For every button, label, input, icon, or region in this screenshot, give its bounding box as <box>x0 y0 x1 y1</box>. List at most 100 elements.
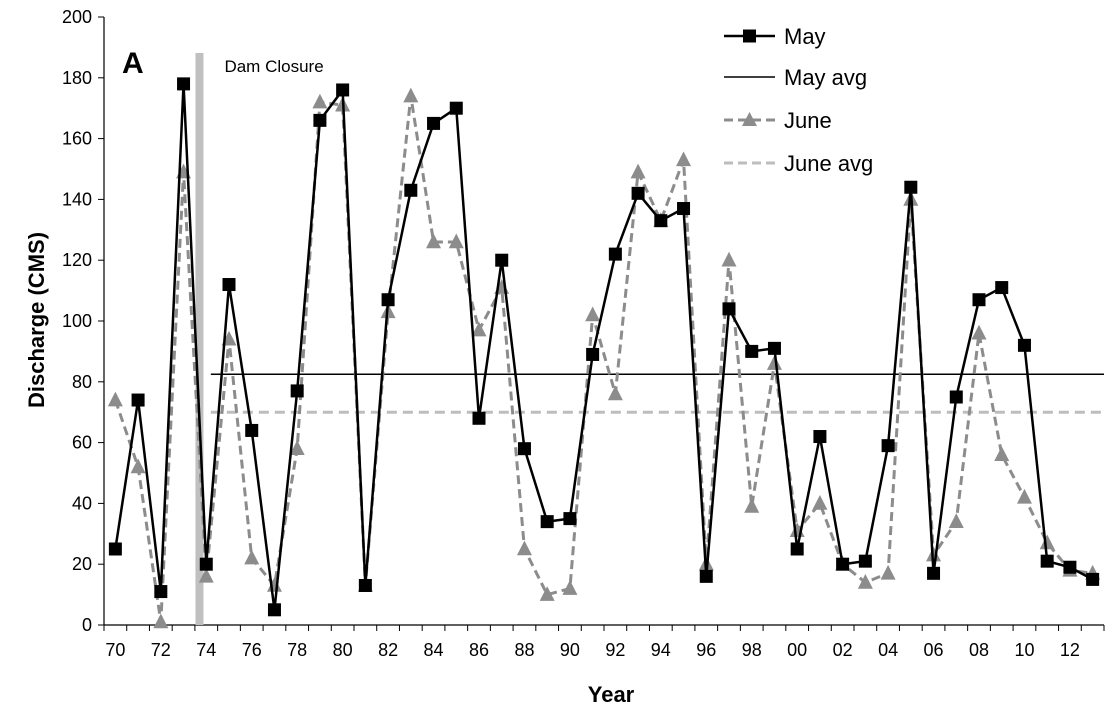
data-point-may <box>836 557 850 571</box>
x-tick-label: 74 <box>196 640 216 660</box>
y-tick-label: 120 <box>62 250 92 270</box>
annotations: Dam Closure <box>195 53 324 625</box>
data-point-june <box>676 151 692 167</box>
data-point-may <box>131 393 145 407</box>
data-point-june <box>857 574 873 589</box>
x-tick-label: 92 <box>605 640 625 660</box>
data-point-june <box>289 440 305 455</box>
x-tick-label: 88 <box>514 640 534 660</box>
legend-marker <box>742 112 757 126</box>
data-point-june <box>971 324 987 340</box>
data-point-may <box>995 281 1009 295</box>
data-point-may <box>267 603 281 617</box>
axes <box>98 16 1105 631</box>
x-tick-label: 90 <box>560 640 580 660</box>
data-point-june <box>1039 534 1055 550</box>
data-point-may <box>177 77 191 91</box>
x-tick-label: 10 <box>1014 640 1034 660</box>
data-point-may <box>608 247 622 261</box>
x-tick-label: 94 <box>651 640 671 660</box>
data-point-may <box>767 341 781 355</box>
data-point-june <box>516 540 532 556</box>
data-point-may <box>154 585 168 599</box>
legend-marker <box>743 29 756 43</box>
x-tick-label: 78 <box>287 640 307 660</box>
data-point-june <box>766 355 782 370</box>
x-tick-label: 86 <box>469 640 489 660</box>
data-point-may <box>495 253 509 267</box>
x-tick-label: 06 <box>924 640 944 660</box>
x-tick-label: 00 <box>787 640 807 660</box>
data-point-may <box>972 293 986 307</box>
x-tick-label: 08 <box>969 640 989 660</box>
data-point-june <box>562 580 578 595</box>
data-point-may <box>745 344 759 358</box>
data-point-may <box>722 302 736 316</box>
x-tick-label: 80 <box>333 640 353 660</box>
data-point-may <box>1086 572 1100 586</box>
x-tick-label: 84 <box>424 640 444 660</box>
x-tick-label: 98 <box>742 640 762 660</box>
y-tick-label: 180 <box>62 68 92 88</box>
data-series <box>107 77 1101 629</box>
legend-label: June avg <box>784 151 873 176</box>
legend: May May avg June June avg <box>724 24 873 176</box>
data-point-may <box>222 278 236 292</box>
y-tick-label: 160 <box>62 129 92 149</box>
data-point-may <box>563 512 577 526</box>
x-tick-label: 12 <box>1060 640 1080 660</box>
data-point-may <box>199 557 213 571</box>
data-point-june <box>448 233 464 249</box>
data-point-june <box>1016 488 1032 504</box>
data-point-may <box>427 116 441 130</box>
data-point-june <box>244 549 260 565</box>
data-point-june <box>403 87 419 103</box>
data-point-may <box>927 566 941 580</box>
data-point-june <box>312 93 328 109</box>
data-point-may <box>813 430 827 444</box>
y-axis-title: Discharge (CMS) <box>24 232 49 408</box>
data-point-may <box>245 423 259 437</box>
data-point-june <box>630 163 646 179</box>
data-point-may <box>699 569 713 583</box>
data-point-june <box>153 613 169 629</box>
reference-lines <box>210 373 1104 414</box>
legend-label: May <box>784 24 826 49</box>
panel-label: A <box>122 47 144 80</box>
data-point-june <box>607 385 623 401</box>
data-point-may <box>517 442 531 456</box>
data-point-may <box>358 578 372 592</box>
x-tick-label: 82 <box>378 640 398 660</box>
x-tick-label: 96 <box>696 640 716 660</box>
data-point-june <box>744 498 760 513</box>
data-point-may <box>404 183 418 197</box>
data-point-may <box>336 83 350 97</box>
x-tick-label: 04 <box>878 640 898 660</box>
data-point-june <box>539 586 555 601</box>
y-tick-label: 100 <box>62 311 92 331</box>
data-point-may <box>1063 560 1077 574</box>
data-point-may <box>290 384 304 398</box>
data-point-may <box>1017 338 1031 352</box>
data-point-june <box>948 513 964 528</box>
data-point-may <box>449 101 463 115</box>
data-point-june <box>471 321 487 337</box>
data-point-june <box>812 495 828 510</box>
legend-label: May avg <box>784 65 867 90</box>
series-line-may <box>114 82 1094 612</box>
data-point-may <box>949 390 963 404</box>
data-point-june <box>721 251 737 267</box>
legend-label: June <box>784 108 832 133</box>
data-point-june <box>198 567 214 583</box>
x-tick-label: 72 <box>151 640 171 660</box>
y-tick-label: 200 <box>62 7 92 27</box>
data-point-may <box>631 186 645 200</box>
y-tick-label: 60 <box>72 433 92 453</box>
data-point-may <box>540 515 554 529</box>
series-line-june <box>113 94 1093 624</box>
data-point-june <box>130 458 146 474</box>
y-tick-label: 80 <box>72 372 92 392</box>
x-tick-label: 70 <box>105 640 125 660</box>
